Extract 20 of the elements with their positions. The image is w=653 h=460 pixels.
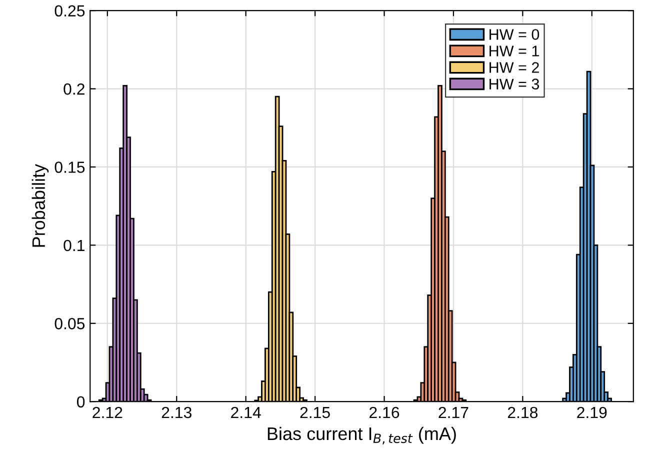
- x-tick-label: 2.14: [231, 406, 261, 418]
- legend-label: HW = 1: [490, 46, 539, 56]
- x-tick-label: 2.12: [92, 406, 122, 418]
- legend-label: HW = 0: [490, 29, 540, 40]
- y-tick-label: 0.2: [64, 83, 84, 95]
- x-tick-label: 2.13: [162, 406, 192, 418]
- x-tick-label: 2.19: [577, 406, 607, 418]
- legend-label: HW = 2: [490, 62, 539, 73]
- y-axis-title: Probability: [32, 164, 49, 247]
- y-tick-label: 0: [76, 396, 85, 408]
- x-tick-label: 2.18: [508, 406, 538, 418]
- x-tick-label: 2.15: [300, 406, 330, 418]
- y-tick-label: 0.25: [54, 5, 85, 17]
- legend-label: HW = 3: [490, 78, 540, 90]
- x-tick-label: 2.17: [438, 406, 468, 418]
- x-axis-title: Bias current I$_{B,test}$ (mA): [268, 426, 456, 444]
- y-tick-label: 0.1: [64, 240, 84, 252]
- y-tick-label: 0.15: [54, 162, 85, 173]
- y-tick-label: 0.05: [54, 318, 85, 330]
- x-tick-label: 2.16: [370, 406, 400, 418]
